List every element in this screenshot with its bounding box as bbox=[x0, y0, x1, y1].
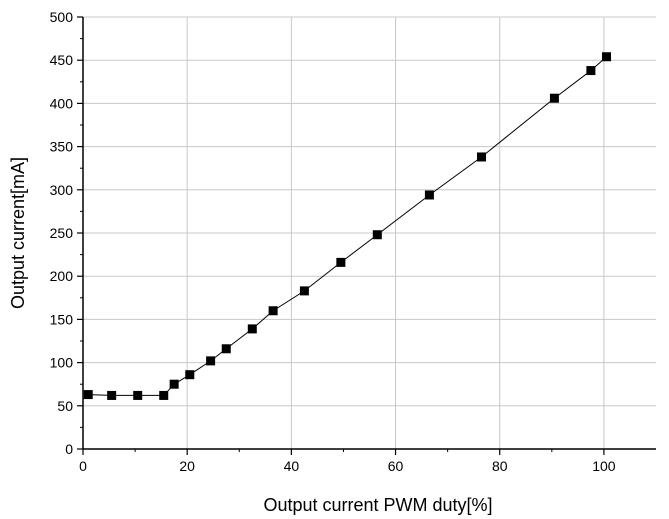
x-tick-label: 0 bbox=[79, 458, 87, 474]
data-point bbox=[133, 390, 143, 400]
data-point bbox=[185, 370, 195, 380]
y-tick-label: 150 bbox=[50, 311, 74, 327]
data-point bbox=[476, 152, 486, 162]
data-point bbox=[247, 324, 257, 334]
data-point bbox=[602, 52, 612, 62]
x-tick-label: 40 bbox=[284, 458, 300, 474]
minor-ticks bbox=[80, 38, 553, 452]
y-tick-label: 200 bbox=[50, 268, 74, 284]
y-axis-title: Output current[mA] bbox=[8, 157, 28, 309]
x-tick-label: 100 bbox=[592, 458, 616, 474]
y-tick-label: 400 bbox=[50, 95, 74, 111]
y-tick-label: 100 bbox=[50, 355, 74, 371]
y-tick-label: 500 bbox=[50, 9, 74, 25]
series-line bbox=[88, 56, 607, 396]
data-point bbox=[372, 230, 382, 240]
y-tick-label: 0 bbox=[65, 441, 73, 457]
y-tick-label: 350 bbox=[50, 139, 74, 155]
grid-lines bbox=[83, 16, 656, 449]
data-point bbox=[206, 356, 216, 366]
data-series bbox=[83, 52, 612, 400]
data-point bbox=[169, 379, 179, 389]
x-tick-label: 20 bbox=[179, 458, 195, 474]
data-point bbox=[159, 390, 169, 400]
data-point bbox=[107, 390, 117, 400]
tick-labels: 0 20 40 60 80 100 0 50 100 150 200 250 300 350 400 450 5… bbox=[50, 9, 616, 474]
axes bbox=[77, 16, 656, 455]
data-point bbox=[221, 344, 231, 354]
x-tick-label: 80 bbox=[492, 458, 508, 474]
y-tick-label: 450 bbox=[50, 52, 74, 68]
x-tick-label: 60 bbox=[388, 458, 404, 474]
y-tick-label: 300 bbox=[50, 182, 74, 198]
data-point bbox=[299, 286, 309, 296]
data-point bbox=[424, 190, 434, 200]
data-point bbox=[83, 390, 93, 400]
y-tick-label: 50 bbox=[57, 398, 73, 414]
data-point bbox=[336, 257, 346, 267]
data-point bbox=[586, 66, 596, 76]
data-point bbox=[549, 93, 559, 103]
y-tick-label: 250 bbox=[50, 225, 74, 241]
x-axis-title: Output current PWM duty[%] bbox=[263, 495, 492, 515]
data-point bbox=[268, 306, 278, 316]
